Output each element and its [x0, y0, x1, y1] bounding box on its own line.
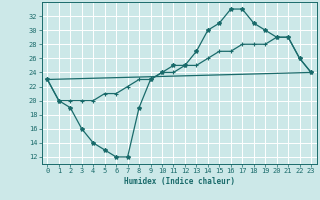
X-axis label: Humidex (Indice chaleur): Humidex (Indice chaleur): [124, 177, 235, 186]
